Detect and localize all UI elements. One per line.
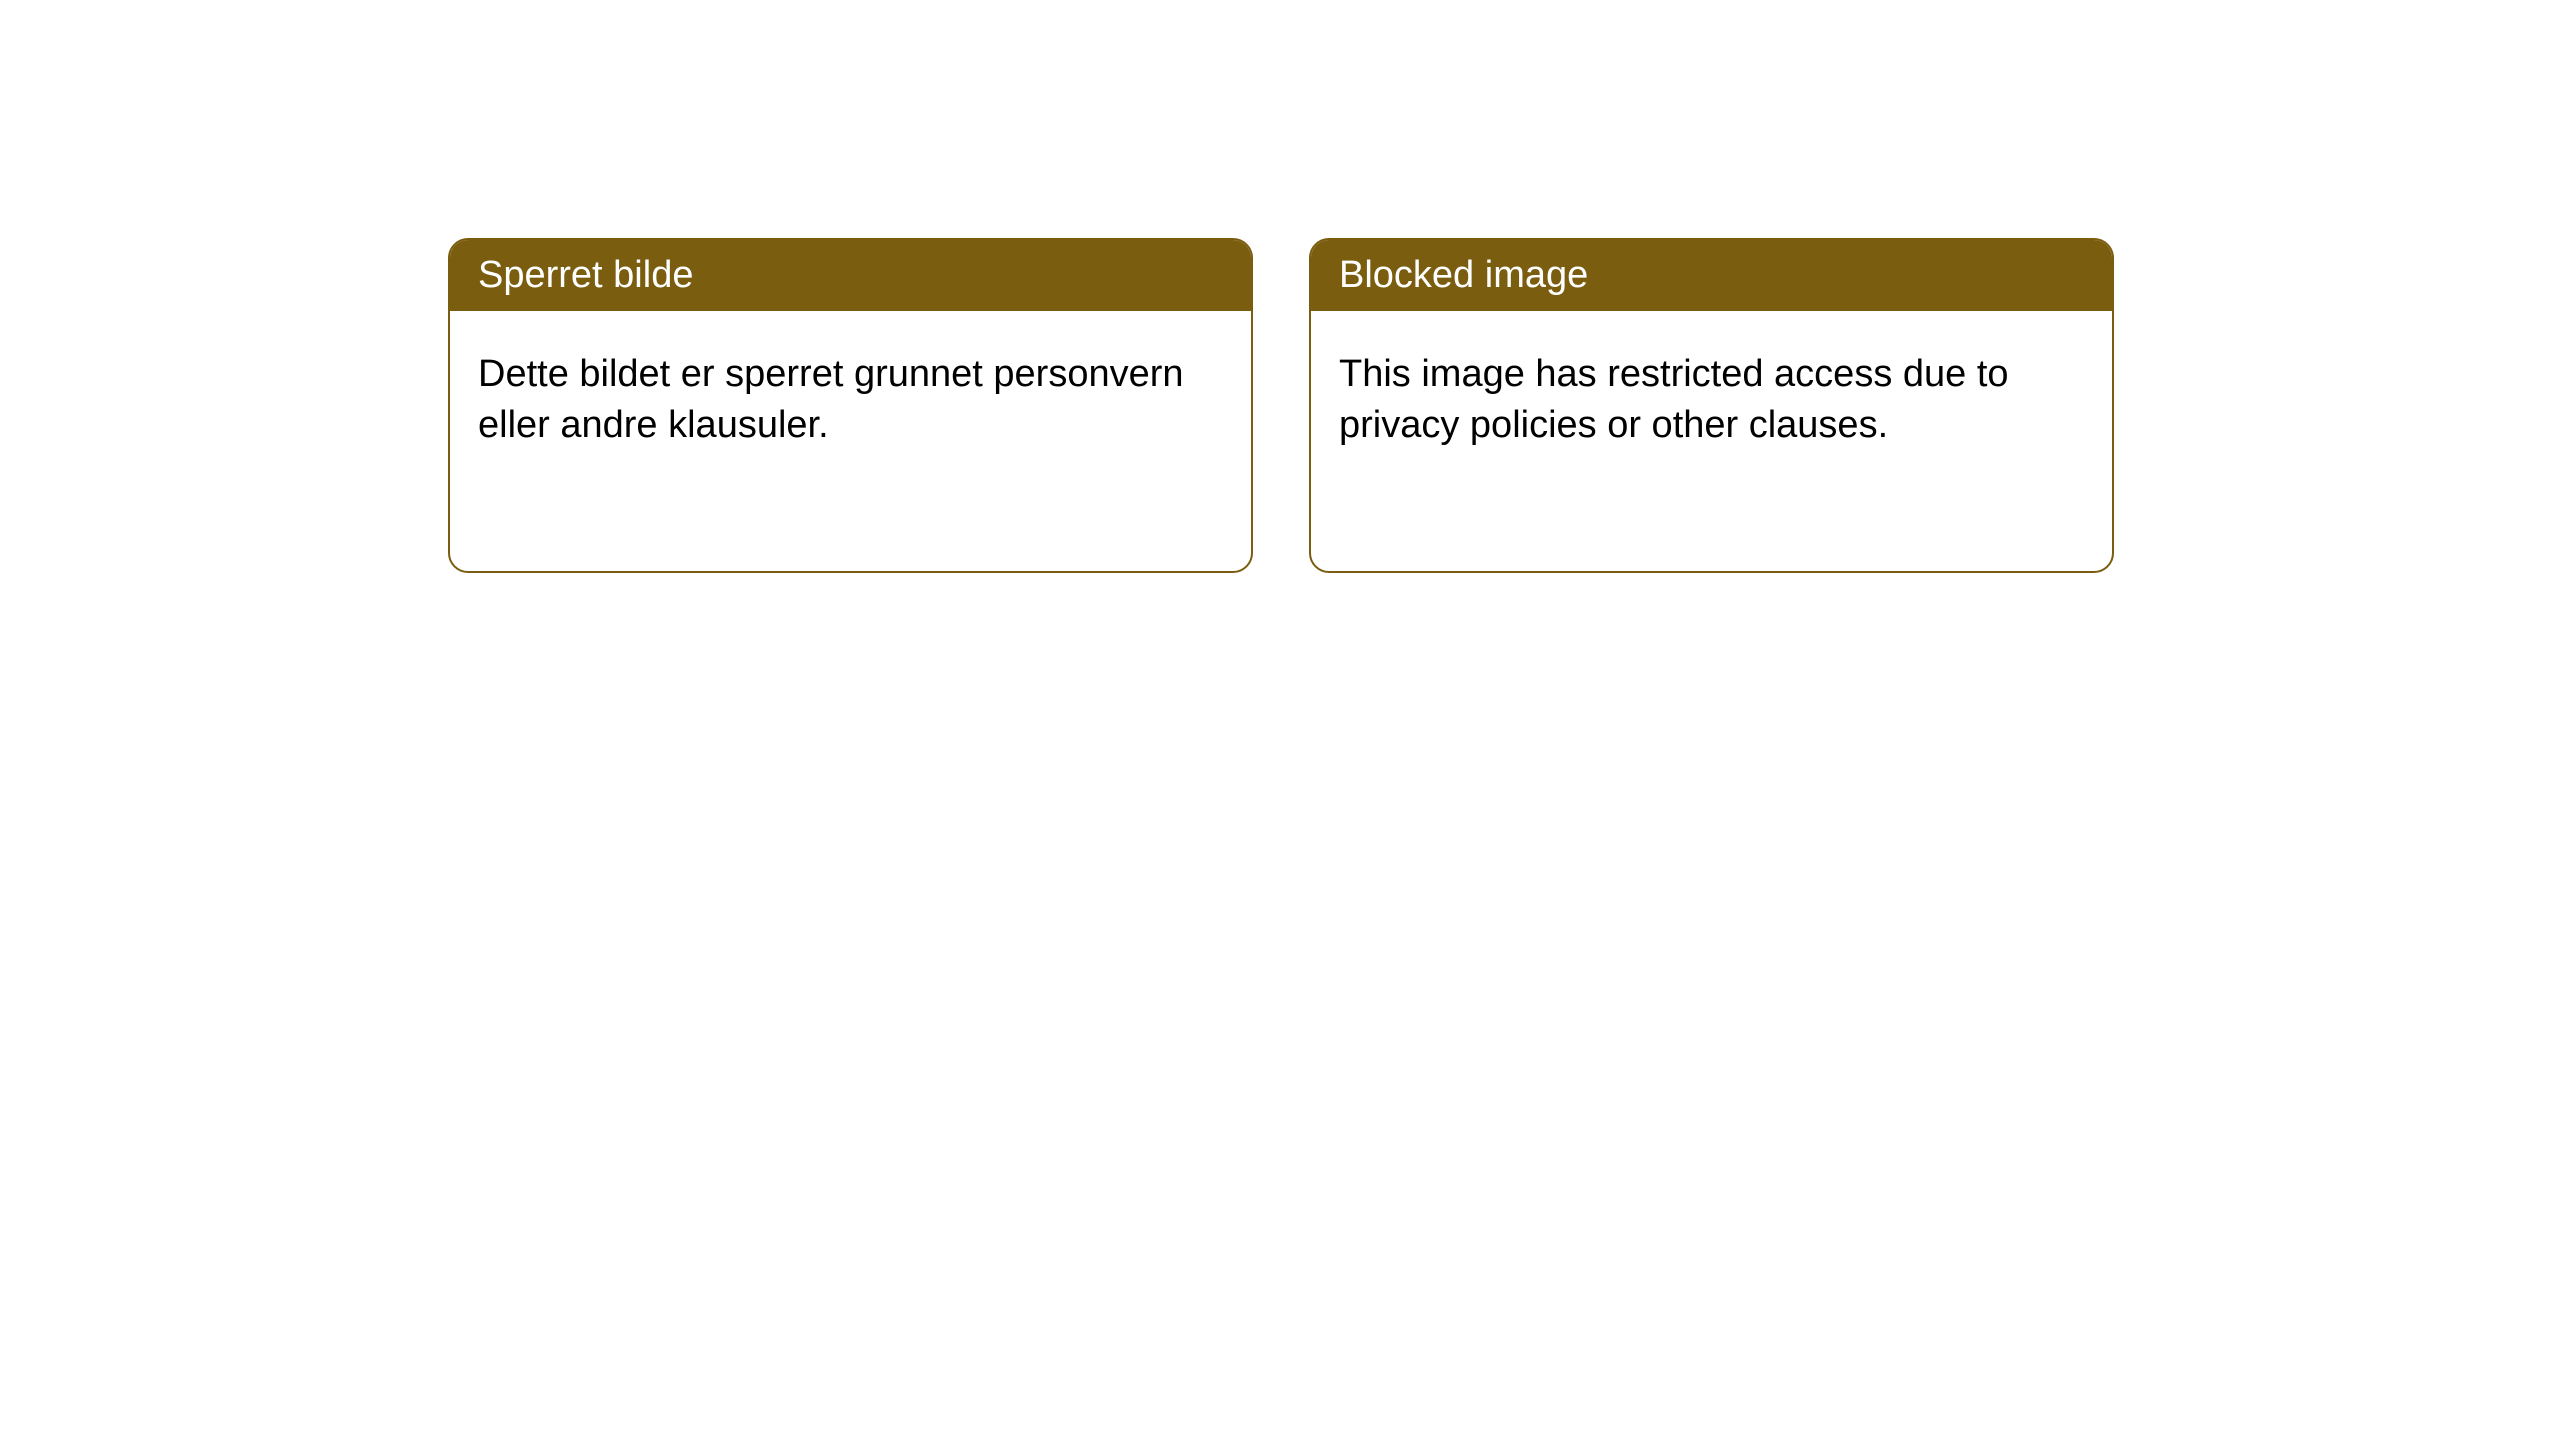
card-message: Dette bildet er sperret grunnet personve…: [478, 353, 1184, 446]
card-header: Sperret bilde: [450, 240, 1251, 311]
card-title: Sperret bilde: [478, 254, 693, 296]
card-message: This image has restricted access due to …: [1339, 353, 2009, 446]
card-header: Blocked image: [1311, 240, 2112, 311]
notice-card-english: Blocked image This image has restricted …: [1309, 238, 2114, 573]
card-body: This image has restricted access due to …: [1311, 311, 2112, 490]
notice-card-norwegian: Sperret bilde Dette bildet er sperret gr…: [448, 238, 1253, 573]
notice-container: Sperret bilde Dette bildet er sperret gr…: [0, 0, 2560, 573]
card-title: Blocked image: [1339, 254, 1588, 296]
card-body: Dette bildet er sperret grunnet personve…: [450, 311, 1251, 490]
